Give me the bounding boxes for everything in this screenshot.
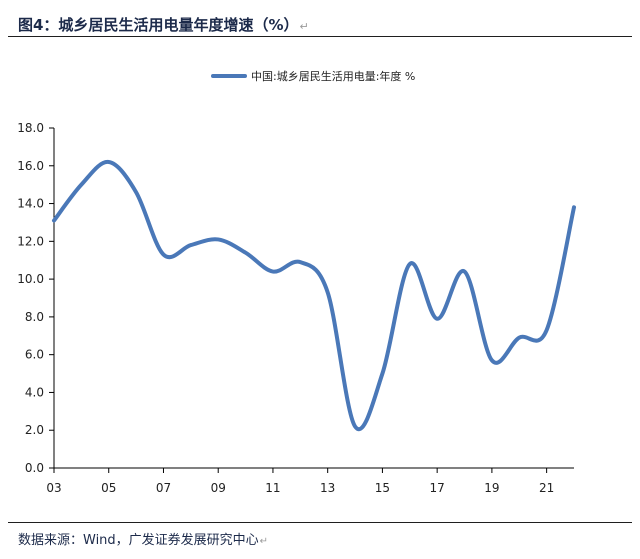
- x-axis: 03 05 07 09 11 13 15 17 19 21: [46, 467, 574, 495]
- figure-title-text: 图4：城乡居民生活用电量年度增速（%）: [18, 16, 299, 34]
- y-tick-label: 6.0: [25, 348, 44, 362]
- x-tick-label: 13: [320, 481, 335, 495]
- return-mark-icon: ↵: [299, 20, 309, 33]
- x-tick-label: 17: [430, 481, 445, 495]
- x-tick-label: 07: [156, 481, 171, 495]
- legend-label: 中国:城乡居民生活用电量:年度 %: [251, 70, 416, 83]
- x-tick-label: 03: [46, 481, 61, 495]
- top-rule: [8, 36, 632, 37]
- x-tick-label: 21: [539, 481, 554, 495]
- figure-title: 图4：城乡居民生活用电量年度增速（%）↵: [18, 14, 309, 35]
- source-text: 数据来源：Wind，广发证券发展研究中心: [18, 533, 259, 548]
- x-tick-label: 05: [101, 481, 116, 495]
- y-tick-label: 14.0: [17, 197, 44, 211]
- x-tick-label: 15: [375, 481, 390, 495]
- return-mark-icon: ↵: [259, 536, 269, 547]
- y-tick-label: 4.0: [25, 385, 44, 399]
- y-tick-label: 2.0: [25, 423, 44, 437]
- y-tick-label: 12.0: [17, 234, 44, 248]
- series-line: [52, 160, 576, 431]
- y-tick-label: 0.0: [25, 461, 44, 475]
- bottom-rule: [8, 522, 632, 523]
- legend: 中国:城乡居民生活用电量:年度 %: [211, 68, 415, 84]
- x-tick-label: 09: [211, 481, 226, 495]
- y-tick-label: 18.0: [17, 121, 44, 135]
- legend-swatch: [211, 74, 247, 78]
- y-tick-label: 8.0: [25, 310, 44, 324]
- x-tick-label: 11: [265, 481, 280, 495]
- y-tick-label: 16.0: [17, 159, 44, 173]
- figure-footer: 数据来源：Wind，广发证券发展研究中心↵: [8, 522, 632, 552]
- y-axis: 0.0 2.0 4.0 6.0 8.0 10.0 12.0 14.0 16.0 18.0: [17, 121, 55, 475]
- x-tick-label: 19: [484, 481, 499, 495]
- y-tick-label: 10.0: [17, 272, 44, 286]
- source-note: 数据来源：Wind，广发证券发展研究中心↵: [18, 529, 268, 548]
- line-chart: 0.0 2.0 4.0 6.0 8.0 10.0 12.0 14.0 16.0 18.0 03 05…: [17, 121, 576, 495]
- figure-header: 图4：城乡居民生活用电量年度增速（%）↵: [8, 6, 632, 37]
- series-lines: [52, 160, 576, 431]
